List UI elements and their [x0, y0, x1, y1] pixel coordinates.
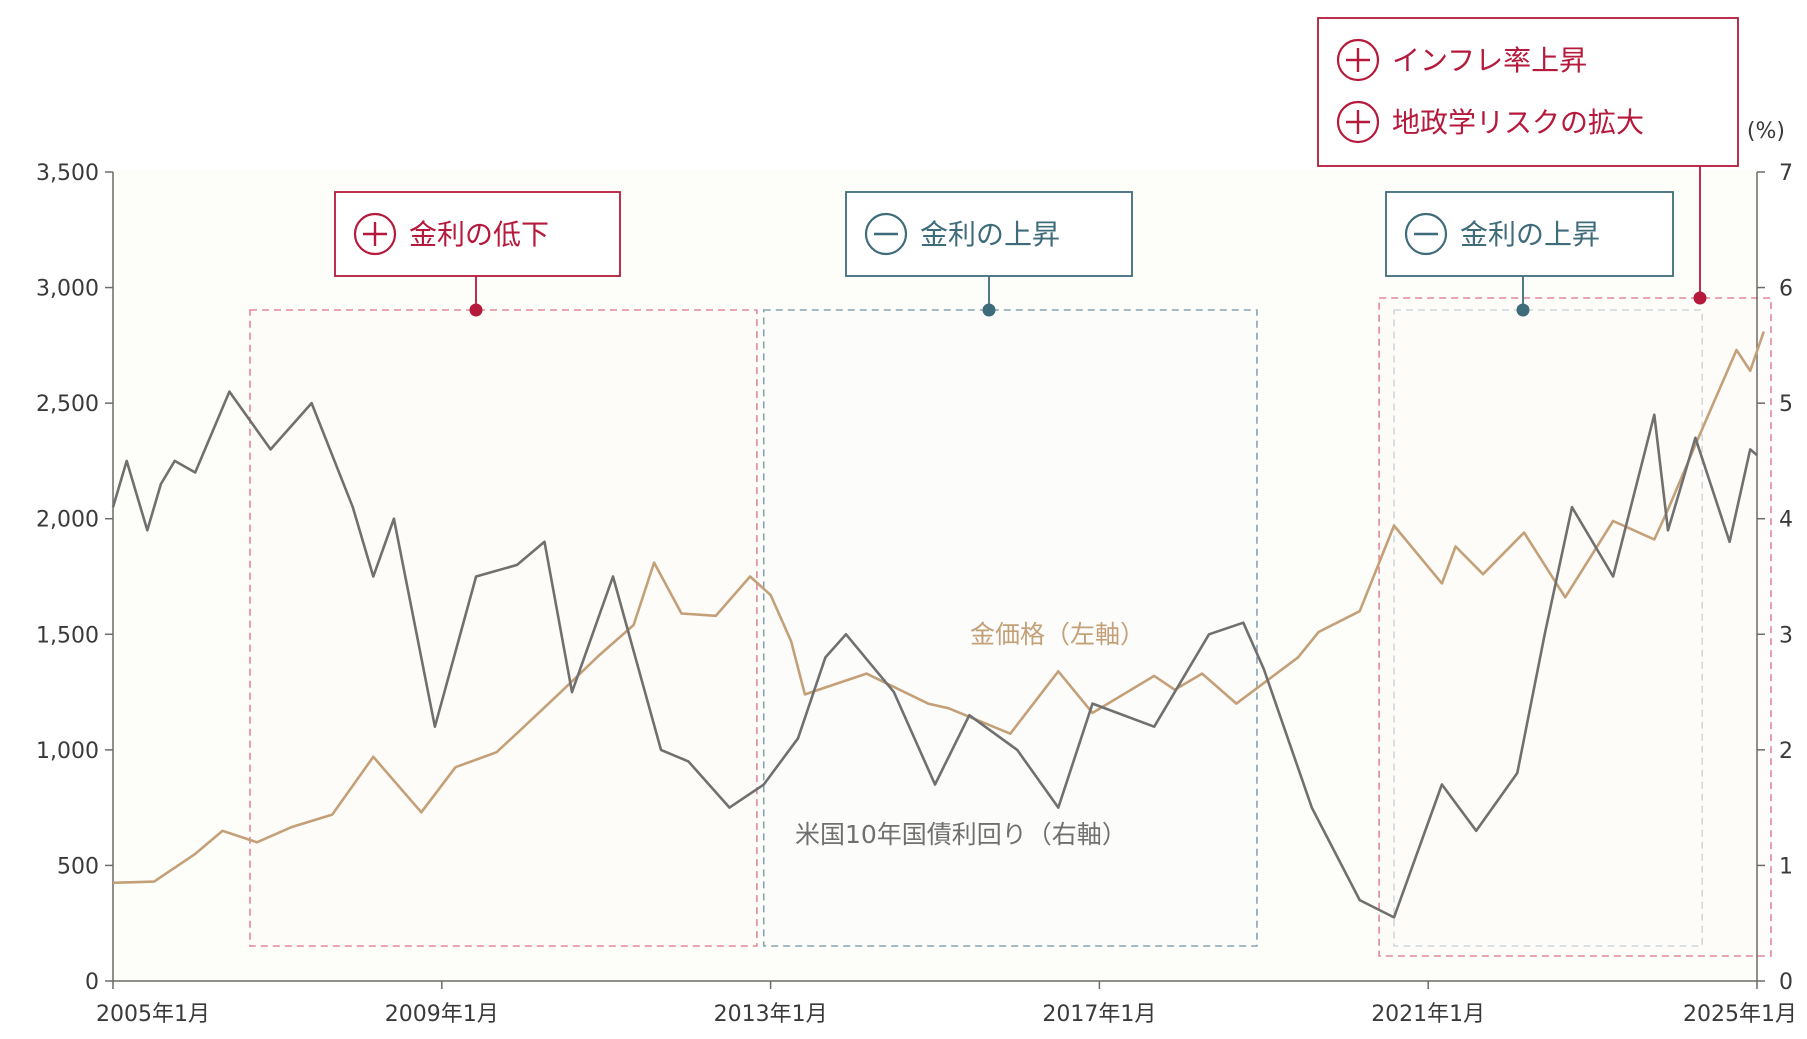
- x-tick-label: 2005年1月: [96, 1002, 210, 1027]
- left-tick-label: 2,500: [36, 392, 99, 417]
- right-tick-label: 1: [1779, 854, 1793, 879]
- callout-anchor-dot: [982, 303, 996, 317]
- x-tick-label: 2017年1月: [1042, 1002, 1156, 1027]
- callout-box: [1317, 17, 1739, 167]
- left-tick-label: 3,500: [36, 161, 99, 186]
- series-lines: [111, 331, 1766, 919]
- right-tick-label: 3: [1779, 623, 1793, 648]
- right-tick-label: 6: [1779, 277, 1793, 302]
- x-tick-label: 2025年1月: [1683, 1002, 1797, 1027]
- callout-anchor-dot: [1516, 303, 1530, 317]
- left-tick-label: 0: [85, 970, 99, 995]
- callout-2: 金利の上昇: [845, 191, 1133, 317]
- axes: 0 500 1,000 1,500 2,000 2,500 3,000 3,500 0 1 2 3 4 5…: [36, 161, 1797, 1027]
- gold-series-label: 金価格（左軸）: [970, 620, 1145, 649]
- x-tick-label: 2013年1月: [714, 1002, 828, 1027]
- left-tick-label: 1,500: [36, 623, 99, 648]
- annotation-regions: [249, 297, 1772, 957]
- left-tick-label: 500: [57, 854, 99, 879]
- callout-label: 金利の低下: [409, 218, 549, 251]
- annotation-region-2: [762, 309, 1258, 947]
- callout-anchor-dot: [1693, 291, 1707, 305]
- right-tick-label: 0: [1779, 970, 1793, 995]
- treasury-yield-line: [111, 390, 1758, 919]
- callout-anchor-dot: [469, 303, 483, 317]
- x-tick-label: 2021年1月: [1371, 1002, 1485, 1027]
- right-tick-label: 5: [1779, 392, 1793, 417]
- annotation-region-4: [1378, 297, 1772, 957]
- yield-series-label: 米国10年国債利回り（右軸）: [795, 820, 1127, 849]
- callout-label: 地政学リスクの拡大: [1392, 106, 1644, 139]
- callout-3: 金利の上昇: [1385, 191, 1674, 317]
- callout-1: 金利の低下: [334, 191, 621, 317]
- right-axis-unit: (%): [1747, 119, 1785, 144]
- left-tick-label: 1,000: [36, 739, 99, 764]
- right-tick-label: 7: [1779, 161, 1793, 186]
- x-tick-label: 2009年1月: [385, 1002, 499, 1027]
- right-tick-label: 2: [1779, 739, 1793, 764]
- gold-price-line: [112, 331, 1766, 885]
- callout-label: 金利の上昇: [1460, 218, 1600, 251]
- callout-label: インフレ率上昇: [1392, 44, 1587, 77]
- left-tick-label: 2,000: [36, 508, 99, 533]
- annotation-region-1: [249, 309, 758, 947]
- right-tick-label: 4: [1779, 508, 1793, 533]
- callout-label: 金利の上昇: [920, 218, 1060, 251]
- left-tick-label: 3,000: [36, 277, 99, 302]
